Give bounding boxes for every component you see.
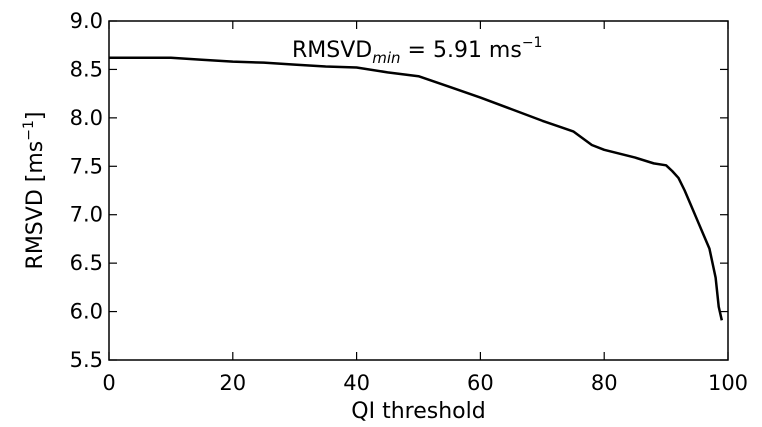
y-tick-label: 7.5 — [70, 154, 103, 178]
y-axis-label: RMSVD [ms−1] — [21, 112, 48, 270]
plot-frame — [108, 20, 729, 361]
y-tick-label: 5.5 — [70, 348, 103, 372]
x-tick-label: 0 — [102, 371, 115, 395]
y-tick-label: 6.5 — [70, 251, 103, 275]
x-tick-label: 60 — [467, 371, 494, 395]
y-axis: 5.5 6.0 6.5 7.0 7.5 8.0 8.5 9.0 — [70, 9, 728, 372]
y-tick-label: 7.0 — [70, 203, 103, 227]
plot-area — [109, 56, 724, 321]
y-tick-label: 6.0 — [70, 300, 103, 324]
y-tick-label: 8.0 — [70, 106, 103, 130]
series-line-rmsvd — [109, 56, 724, 321]
annotation-rmsvd-min: RMSVDmin = 5.91 ms−1 — [292, 35, 542, 67]
x-axis: 0 20 40 60 80 100 — [102, 21, 748, 395]
x-tick-label: 100 — [708, 371, 748, 395]
x-tick-label: 40 — [343, 371, 370, 395]
y-tick-label: 9.0 — [70, 9, 103, 33]
x-tick-label: 80 — [591, 371, 618, 395]
x-tick-label: 20 — [219, 371, 246, 395]
x-axis-label: QI threshold — [351, 399, 485, 424]
y-tick-label: 8.5 — [70, 57, 103, 81]
